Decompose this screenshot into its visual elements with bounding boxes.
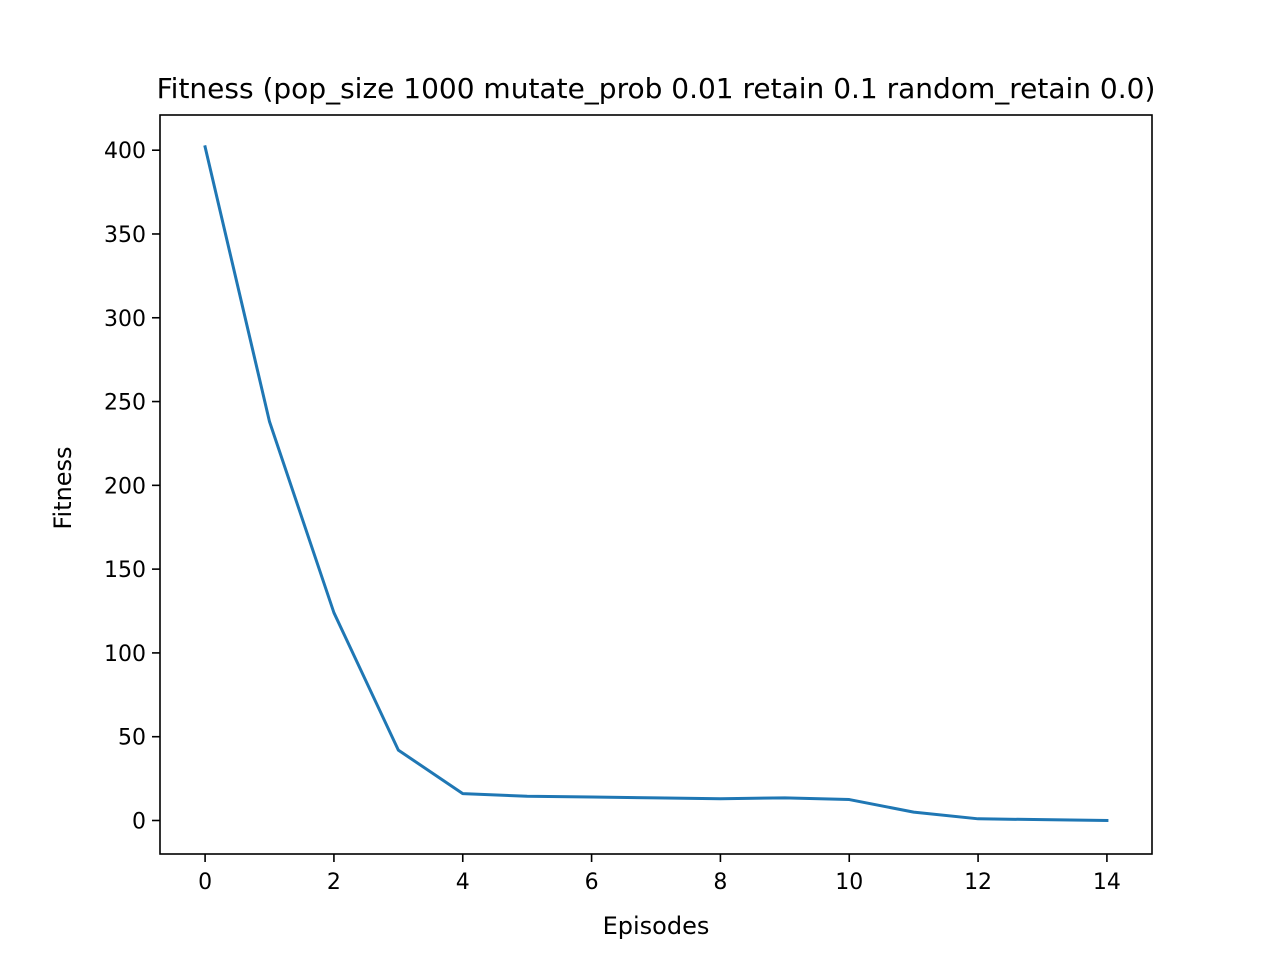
y-tick-label: 50: [118, 726, 146, 751]
y-tick-label: 400: [104, 139, 146, 164]
y-tick-label: 300: [104, 307, 146, 332]
axes-frame: [159, 114, 1153, 855]
x-tick-label: 10: [835, 870, 863, 895]
x-tick-label: 6: [585, 870, 599, 895]
x-tick-label: 4: [456, 870, 470, 895]
x-tick-label: 8: [713, 870, 727, 895]
chart-title: Fitness (pop_size 1000 mutate_prob 0.01 …: [157, 72, 1156, 105]
y-tick-label: 200: [104, 474, 146, 499]
y-tick-label: 0: [132, 809, 146, 834]
plot-area: 0 2 4 6 8 10 12 14 0 50 100 150 200 250 300 350 400: [104, 114, 1153, 895]
x-tick-label: 12: [964, 870, 992, 895]
y-tick-label: 100: [104, 642, 146, 667]
series-line-0: [203, 145, 1109, 823]
x-tick-label: 14: [1093, 870, 1121, 895]
x-tick-label: 2: [327, 870, 341, 895]
y-axis-label: Fitness: [49, 446, 77, 529]
y-tick-label: 150: [104, 558, 146, 583]
y-tick-label: 250: [104, 391, 146, 416]
y-tick-label: 350: [104, 223, 146, 248]
x-tick-label: 0: [198, 870, 212, 895]
x-axis-label: Episodes: [603, 912, 710, 940]
